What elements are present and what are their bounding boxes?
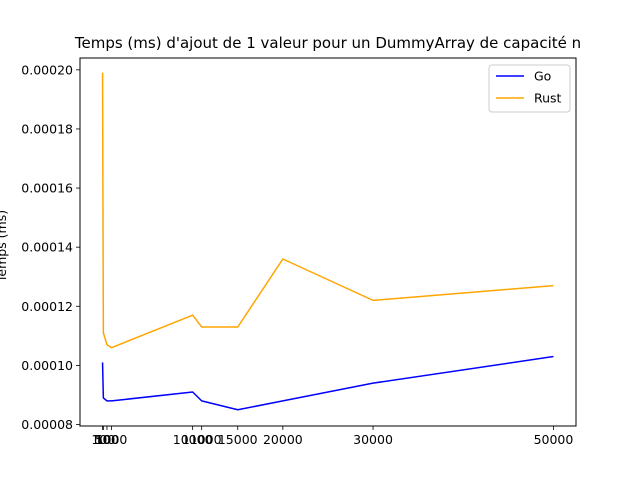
series-layer [101, 72, 554, 411]
series-line-0 [101, 355, 554, 411]
y-axis: 0.00008 0.00010 0.00012 0.00014 0.00016 0.000… [21, 62, 80, 432]
chart-title: Temps (ms) d'ajout de 1 valeur pour un D… [74, 34, 581, 52]
legend-label: Rust [534, 91, 562, 106]
y-tick-label: 0.00012 [21, 299, 73, 314]
x-tick-label: 500 [95, 432, 119, 447]
y-axis-label: Temps (ms) [0, 210, 9, 283]
legend-label: Go [534, 69, 551, 84]
legend: Go Rust [488, 64, 571, 113]
x-tick-label: 1000 [96, 432, 128, 447]
y-tick-label: 0.00016 [21, 181, 73, 196]
x-tick-label: 11000 [182, 432, 222, 447]
y-tick-label: 0.00008 [21, 417, 73, 432]
x-tick-label: 10000 [173, 432, 213, 447]
y-tick-label: 0.00010 [21, 358, 73, 373]
x-tick-label: 15000 [218, 432, 258, 447]
x-tick-label: 100 [91, 432, 115, 447]
series-line-1 [101, 72, 554, 349]
x-tick-label: 30000 [353, 432, 393, 447]
y-tick-label: 0.00014 [21, 240, 73, 255]
x-tick-label: 10 [95, 432, 111, 447]
x-tick-label: 20000 [263, 432, 303, 447]
y-tick-label: 0.00020 [21, 62, 73, 77]
y-tick-label: 0.00018 [21, 121, 73, 136]
plot-frame [79, 57, 577, 427]
x-tick-label: 50000 [534, 432, 574, 447]
